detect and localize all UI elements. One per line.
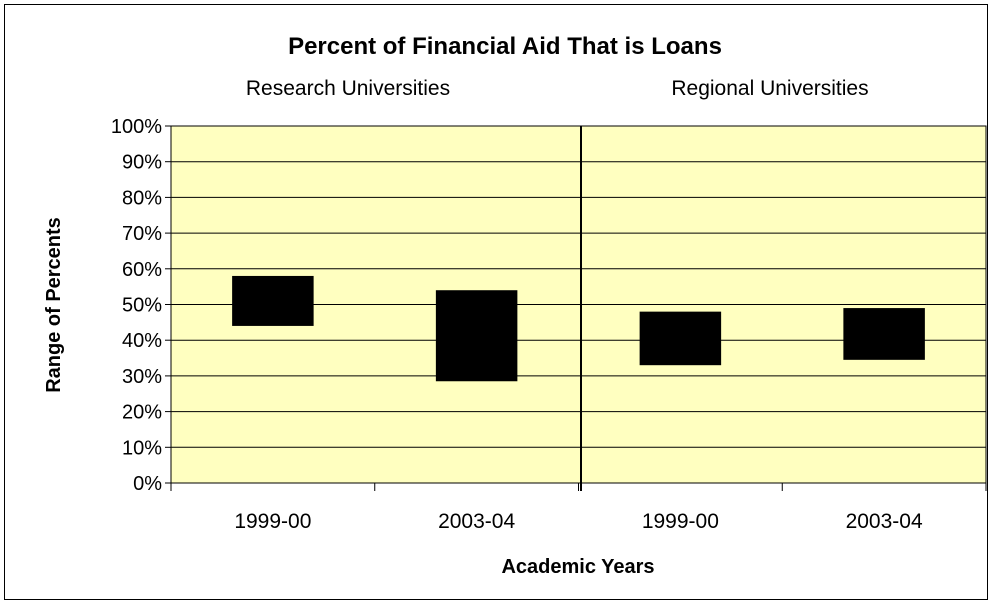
x-tick-label: 2003-04 <box>846 510 923 533</box>
range-bar <box>232 275 314 326</box>
x-axis-title: Academic Years <box>501 556 654 578</box>
y-tick-label: 50% <box>122 295 162 317</box>
chart-title: Percent of Financial Aid That is Loans <box>288 33 722 60</box>
range-bar <box>639 311 722 366</box>
y-axis-ticks: 0% 10% 20% 30% 40% 50% 60% 70% 80% 90% 100% <box>111 116 171 495</box>
group-label-research: Research Universities <box>246 77 450 100</box>
y-tick-label: 20% <box>122 402 162 424</box>
y-tick-label: 40% <box>122 330 162 352</box>
y-tick-label: 80% <box>122 187 162 209</box>
y-tick-label: 60% <box>122 259 162 281</box>
y-tick-label: 100% <box>111 116 162 138</box>
range-bar <box>843 308 925 360</box>
y-tick-label: 90% <box>122 152 162 174</box>
x-tick-label: 1999-00 <box>234 510 311 533</box>
range-bar <box>435 290 518 382</box>
y-tick-label: 0% <box>133 473 162 495</box>
x-tick-label: 1999-00 <box>642 510 719 533</box>
y-tick-label: 10% <box>122 437 162 459</box>
y-tick-label: 30% <box>122 366 162 388</box>
y-axis-title: Range of Percents <box>43 217 65 393</box>
y-tick-label: 70% <box>122 223 162 245</box>
x-tick-label: 2003-04 <box>438 510 515 533</box>
range-bars <box>232 275 925 382</box>
x-axis-ticks: 1999-00 2003-04 1999-00 2003-04 <box>170 483 987 533</box>
group-label-regional: Regional Universities <box>671 77 868 100</box>
